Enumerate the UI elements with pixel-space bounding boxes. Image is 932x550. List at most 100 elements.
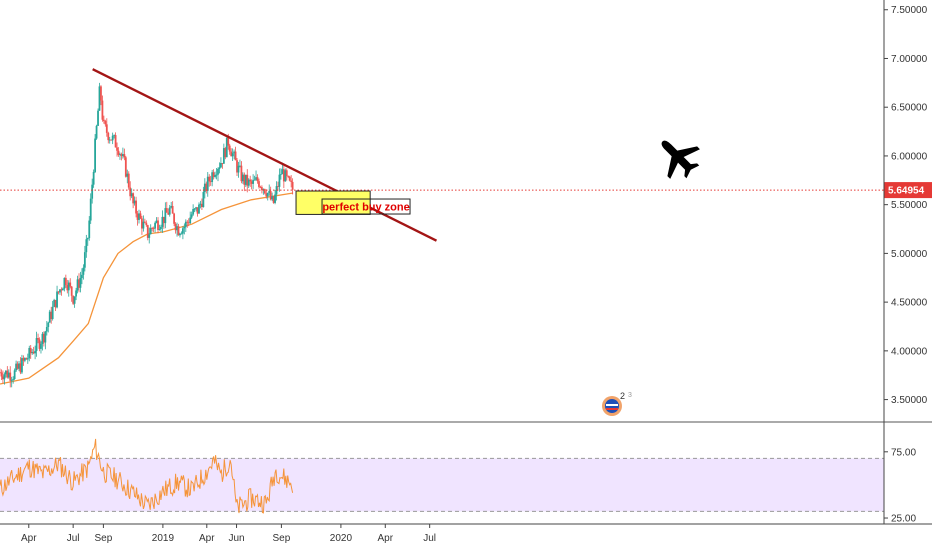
candle-body <box>171 205 174 214</box>
candle-body <box>280 174 282 175</box>
candle-body <box>98 86 101 111</box>
candle-body <box>67 282 70 291</box>
candle-body <box>180 233 183 235</box>
candle-body <box>176 226 178 231</box>
candle-body <box>157 220 159 230</box>
rsi-band <box>0 458 884 512</box>
candle-body <box>187 222 190 224</box>
candle-body <box>249 179 252 182</box>
candle-body <box>63 277 66 289</box>
candles <box>0 82 294 388</box>
time-tick-label: Apr <box>199 533 215 544</box>
candle-body <box>170 205 173 208</box>
candle-body <box>40 343 42 349</box>
candle-body <box>218 167 221 170</box>
candle-body <box>173 213 176 224</box>
candle-body <box>149 227 152 235</box>
candle-body <box>181 228 184 234</box>
time-tick-label: 2020 <box>330 533 353 544</box>
candle-body <box>51 306 54 319</box>
candle-body <box>81 274 83 279</box>
candle-body <box>113 135 116 136</box>
candle-body <box>190 214 193 218</box>
candle-body <box>62 288 64 291</box>
candle-body <box>139 213 142 219</box>
candle-body <box>119 154 121 155</box>
candle-body <box>217 169 219 175</box>
candle-body <box>145 222 148 226</box>
price-tick-label: 3.50000 <box>891 395 928 406</box>
candle-body <box>82 267 85 275</box>
price-pane[interactable]: 7.50000 7.00000 6.50000 6.00000 5.50000 5.000… <box>0 5 932 416</box>
candle-body <box>50 311 53 319</box>
candle-body <box>123 154 126 158</box>
candle-body <box>152 228 155 230</box>
flag-badge-icon[interactable]: 2 3 <box>602 391 632 416</box>
candle-body <box>29 347 32 354</box>
candle-body <box>116 147 118 151</box>
candle-body <box>256 177 259 182</box>
candle-body <box>130 193 133 197</box>
candle-body <box>53 299 56 307</box>
candle-body <box>75 290 77 297</box>
candle-body <box>244 174 247 185</box>
trendline[interactable] <box>92 68 438 242</box>
candle-body <box>13 370 16 380</box>
candle-body <box>203 183 206 193</box>
moving-average-line <box>0 192 294 385</box>
candle-body <box>291 181 294 190</box>
candle-body <box>165 208 168 213</box>
buy-zone-label: perfect buy zone <box>322 202 409 214</box>
candle-body <box>31 351 34 354</box>
candle-body <box>195 207 197 209</box>
candle-body <box>21 358 23 373</box>
candle-body <box>160 226 162 230</box>
candle-body <box>224 148 227 158</box>
candle-body <box>73 296 76 304</box>
candle-body <box>214 175 216 177</box>
candle-body <box>184 221 187 227</box>
candle-body <box>45 327 48 332</box>
candle-body <box>193 208 196 210</box>
candle-body <box>154 222 156 229</box>
candle-body <box>126 173 129 177</box>
candle-body <box>278 174 281 187</box>
candle-body <box>41 333 44 344</box>
candle-body <box>269 191 272 200</box>
candle-body <box>76 279 79 291</box>
candle-body <box>97 110 99 126</box>
candle-body <box>265 193 268 197</box>
candle-body <box>148 234 151 238</box>
candle-body <box>199 203 202 205</box>
buy-zone-label-box <box>321 198 411 215</box>
rsi-tick-label: 25.00 <box>891 514 916 525</box>
rsi-pane[interactable]: 75.00 25.00 <box>0 438 916 525</box>
candle-body <box>102 119 105 122</box>
price-tick-label: 7.50000 <box>891 5 928 16</box>
candle-body <box>233 151 235 154</box>
candle-body <box>124 157 127 177</box>
candle-body <box>129 187 132 197</box>
candle-body <box>9 372 12 381</box>
candle-body <box>258 181 260 187</box>
candle-body <box>89 198 92 221</box>
price-tick-label: 5.50000 <box>891 200 928 211</box>
candle-body <box>138 213 140 220</box>
candle-body <box>127 173 130 188</box>
candle-body <box>95 125 98 139</box>
candle-body <box>91 184 94 199</box>
candle-body <box>266 193 269 197</box>
candle-body <box>141 218 143 229</box>
candle-body <box>211 172 214 182</box>
candle-body <box>253 179 256 181</box>
candle-body <box>25 358 28 360</box>
candle-body <box>250 181 253 184</box>
candle-body <box>151 227 154 229</box>
candle-body <box>34 350 37 354</box>
candle-body <box>234 151 237 161</box>
candle-body <box>100 86 102 101</box>
time-axis: Apr Jul Sep 2019 Apr Jun Sep 2020 Apr Jul <box>21 524 436 544</box>
candle-body <box>59 289 61 293</box>
price-tick-label: 6.50000 <box>891 103 928 114</box>
